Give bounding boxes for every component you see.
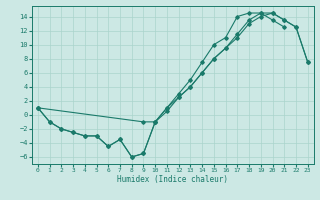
X-axis label: Humidex (Indice chaleur): Humidex (Indice chaleur)	[117, 175, 228, 184]
